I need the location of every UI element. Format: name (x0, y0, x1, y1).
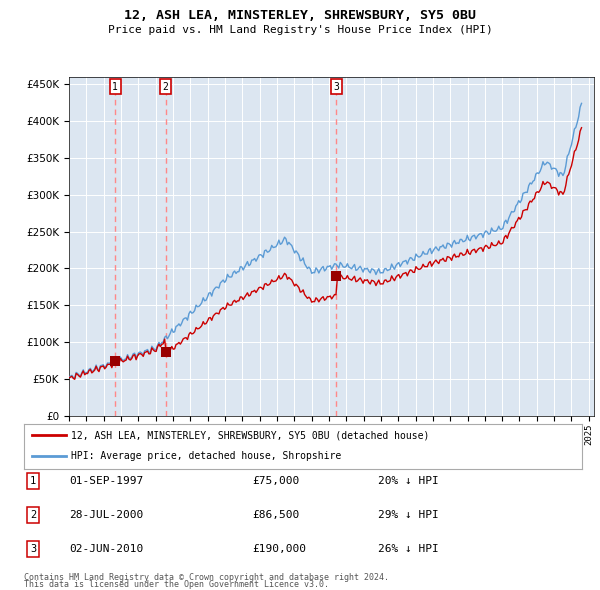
Text: 3: 3 (333, 82, 339, 92)
Text: 26% ↓ HPI: 26% ↓ HPI (378, 545, 439, 554)
Text: £86,500: £86,500 (252, 510, 299, 520)
Text: 01-SEP-1997: 01-SEP-1997 (69, 476, 143, 486)
Text: £190,000: £190,000 (252, 545, 306, 554)
Text: 2: 2 (163, 82, 169, 92)
Text: £75,000: £75,000 (252, 476, 299, 486)
Text: 1: 1 (30, 476, 36, 486)
Text: HPI: Average price, detached house, Shropshire: HPI: Average price, detached house, Shro… (71, 451, 341, 461)
Text: This data is licensed under the Open Government Licence v3.0.: This data is licensed under the Open Gov… (24, 581, 329, 589)
Text: 28-JUL-2000: 28-JUL-2000 (69, 510, 143, 520)
Text: Price paid vs. HM Land Registry's House Price Index (HPI): Price paid vs. HM Land Registry's House … (107, 25, 493, 35)
Text: Contains HM Land Registry data © Crown copyright and database right 2024.: Contains HM Land Registry data © Crown c… (24, 573, 389, 582)
Text: 2: 2 (30, 510, 36, 520)
Text: 1: 1 (112, 82, 118, 92)
Text: 02-JUN-2010: 02-JUN-2010 (69, 545, 143, 554)
Text: 20% ↓ HPI: 20% ↓ HPI (378, 476, 439, 486)
Text: 3: 3 (30, 545, 36, 554)
Text: 12, ASH LEA, MINSTERLEY, SHREWSBURY, SY5 0BU (detached house): 12, ASH LEA, MINSTERLEY, SHREWSBURY, SY5… (71, 431, 430, 440)
Text: 29% ↓ HPI: 29% ↓ HPI (378, 510, 439, 520)
Text: 12, ASH LEA, MINSTERLEY, SHREWSBURY, SY5 0BU: 12, ASH LEA, MINSTERLEY, SHREWSBURY, SY5… (124, 9, 476, 22)
